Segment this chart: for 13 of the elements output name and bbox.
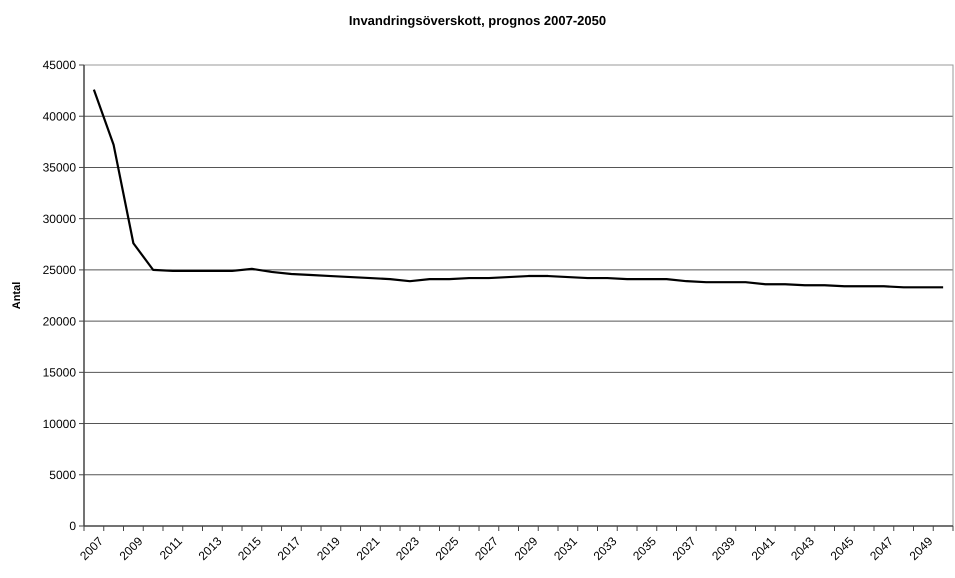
chart-title: Invandringsöverskott, prognos 2007-2050 xyxy=(348,13,606,28)
y-tick-label: 35000 xyxy=(42,160,76,175)
y-tick-label: 15000 xyxy=(42,366,76,380)
y-tick-label: 30000 xyxy=(42,212,76,226)
y-tick-label: 5000 xyxy=(49,468,76,482)
y-tick-label: 40000 xyxy=(42,109,76,124)
y-tick-label: 25000 xyxy=(42,263,76,278)
y-tick-label: 20000 xyxy=(42,314,76,328)
line-series xyxy=(92,88,944,288)
y-tick-label: 45000 xyxy=(42,58,76,72)
y-axis-title: Antal xyxy=(11,282,23,310)
y-tick-label: 10000 xyxy=(42,416,76,431)
y-tick-label: 0 xyxy=(69,519,76,534)
